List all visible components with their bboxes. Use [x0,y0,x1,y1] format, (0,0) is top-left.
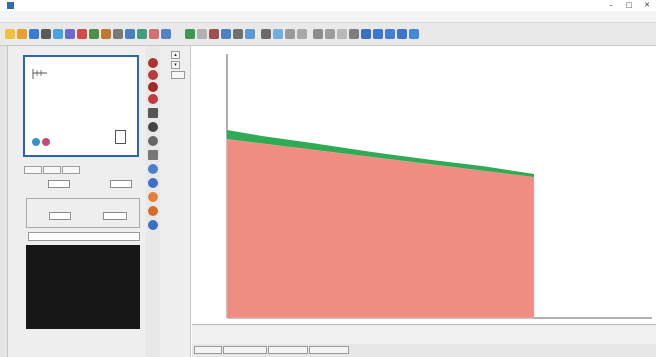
app-icon [7,2,14,9]
tool-icon-15[interactable] [361,29,371,39]
bottom-tab-1[interactable] [194,346,222,354]
tool-icon-19[interactable] [409,29,419,39]
group-box [26,198,140,228]
tool-icon-8[interactable] [273,29,283,39]
red-region[interactable] [226,138,535,319]
marker-icon-1[interactable] [148,58,158,68]
marker-icon-2[interactable] [148,70,158,80]
minimize-button[interactable]: – [609,1,613,9]
blue-tool-icon[interactable] [148,220,158,230]
tool-icon[interactable] [101,29,111,39]
arrow-down-button[interactable]: ▾ [171,61,180,69]
delete-icon[interactable] [149,29,159,39]
panel-tab-3[interactable] [62,166,80,174]
marker-icon-3[interactable] [148,82,158,92]
pointer-icon[interactable] [113,29,123,39]
tool-icon-13[interactable] [337,29,347,39]
tool-icon-18[interactable] [397,29,407,39]
bottom-tab-3[interactable] [268,346,308,354]
tool-icon-2[interactable] [197,29,207,39]
fill-icon[interactable] [148,164,158,174]
open-folder-icon[interactable] [17,29,27,39]
page-icon[interactable] [115,130,126,144]
panel-tab-2[interactable] [43,166,61,174]
orange-tool-icon-2[interactable] [148,206,158,216]
close-button[interactable]: ✕ [644,1,650,9]
maximize-button[interactable]: □ [625,1,633,9]
shape-icon[interactable] [148,178,158,188]
tool-icon-11[interactable] [313,29,323,39]
globe-icon[interactable] [53,29,63,39]
rotate-icon[interactable] [148,122,158,132]
field-b-input[interactable] [110,180,132,188]
secondary-tool-column: ▴ ▾ [160,46,191,357]
preview-drawing [32,69,47,79]
grid-icon[interactable] [89,29,99,39]
layer-icon[interactable] [137,29,147,39]
export-icon[interactable] [65,29,75,39]
title-bar: – □ ✕ [0,0,656,11]
bottom-tab-4[interactable] [309,346,349,354]
tool-icon-7[interactable] [261,29,271,39]
arrow-up-button[interactable]: ▴ [171,51,180,59]
model-drawing [226,54,652,319]
vertical-tabs [0,46,8,357]
menu-bar [0,11,656,23]
zoom-value[interactable] [171,71,185,79]
print-icon[interactable] [41,29,51,39]
zoom-icon[interactable] [125,29,135,39]
view-thumb-icon-2[interactable] [42,138,50,146]
tool-icon-column [146,46,160,357]
tool-icon-6[interactable] [245,29,255,39]
tool-icon-17[interactable] [385,29,395,39]
settings-icon[interactable] [161,29,171,39]
tool-icon-16[interactable] [373,29,383,39]
new-file-icon[interactable] [5,29,15,39]
group-b-input[interactable] [103,212,127,220]
field-a-input[interactable] [48,180,70,188]
option-button[interactable] [28,232,140,241]
save-icon[interactable] [29,29,39,39]
view-thumb-icon-1[interactable] [32,138,40,146]
tool-icon-9[interactable] [285,29,295,39]
vertical-tab-1[interactable] [1,76,8,116]
group-a-input[interactable] [49,212,71,220]
black-preview-box [26,245,140,329]
tool-icon-12[interactable] [325,29,335,39]
toolbar [0,23,656,46]
vertical-tab-2[interactable] [1,156,8,196]
tool-icon-4[interactable] [221,29,231,39]
ruler-icon[interactable] [148,108,158,118]
tool-icon-5[interactable] [233,29,243,39]
tool-icon-10[interactable] [297,29,307,39]
tool-icon-3[interactable] [209,29,219,39]
marker-icon-4[interactable] [148,94,158,104]
run-icon[interactable] [185,29,195,39]
pin-icon[interactable] [148,136,158,146]
orange-tool-icon[interactable] [148,192,158,202]
status-bar [192,324,656,344]
tool-icon-14[interactable] [349,29,359,39]
bottom-tab-2[interactable] [223,346,267,354]
plot-area [192,46,656,324]
panel-tab-1[interactable] [24,166,42,174]
green-layer[interactable] [227,130,534,177]
chart-icon[interactable] [77,29,87,39]
bottom-tabs [192,344,656,357]
pen-icon[interactable] [148,150,158,160]
